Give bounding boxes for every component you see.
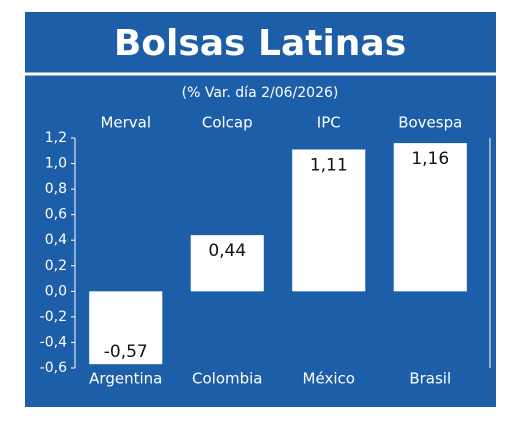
bar: [292, 149, 366, 292]
value-label: -0,57: [104, 342, 148, 362]
chart-title: Bolsas Latinas: [114, 23, 406, 64]
bar: [393, 143, 467, 292]
bar: [190, 235, 264, 292]
y-tick-label: -0,4: [40, 334, 67, 350]
y-tick-label: 0,6: [45, 207, 67, 223]
y-tick-label: 1,0: [45, 156, 67, 172]
y-tick-label: 0,0: [45, 283, 67, 299]
index-label: IPC: [317, 114, 341, 132]
bar: [89, 291, 163, 365]
y-tick-label: 0,8: [45, 181, 67, 197]
index-label: Colcap: [202, 114, 253, 132]
y-tick-label: 0,4: [45, 232, 67, 248]
y-tick-label: 0,2: [45, 258, 67, 274]
x-tick-label: México: [303, 370, 355, 388]
y-tick-label: 1,2: [45, 130, 67, 146]
x-tick-label: Argentina: [89, 370, 162, 388]
index-label: Bovespa: [398, 114, 462, 132]
y-tick-label: -0,2: [40, 309, 67, 325]
y-tick-label: -0,6: [40, 360, 67, 376]
x-tick-label: Brasil: [409, 370, 451, 388]
value-label: 0,44: [208, 241, 246, 261]
value-label: 1,11: [310, 156, 348, 176]
chart-subtitle: (% Var. día 2/06/2026): [182, 85, 339, 101]
value-label: 1,16: [411, 149, 449, 169]
index-label: Merval: [100, 114, 151, 132]
x-tick-label: Colombia: [192, 370, 263, 388]
